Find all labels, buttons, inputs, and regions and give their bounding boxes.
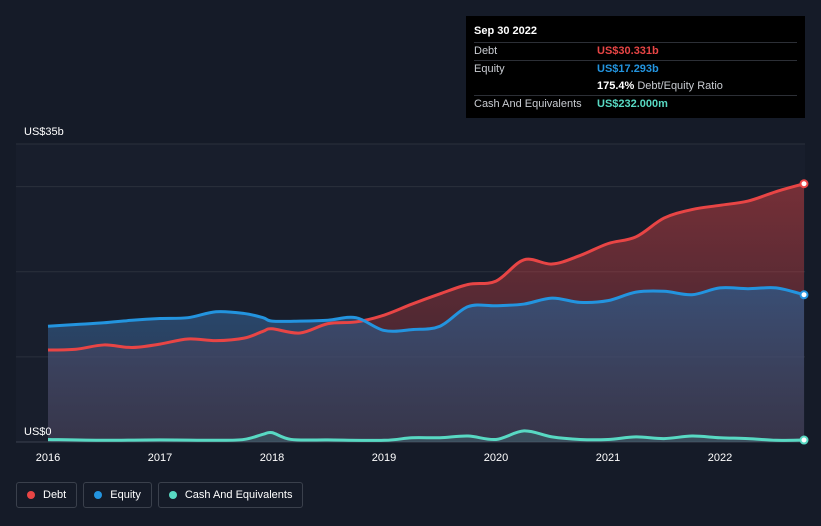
x-tick-label: 2019 [372, 452, 396, 464]
tooltip-ratio-value: 175.4% [597, 80, 635, 92]
tooltip-row-cash: Cash And Equivalents US$232.000m [474, 95, 797, 113]
x-tick-label: 2016 [36, 452, 60, 464]
legend-label-debt: Debt [43, 489, 67, 501]
tooltip-row-debt: Debt US$30.331b [474, 42, 797, 60]
debt-line [47, 182, 805, 352]
tooltip-debt-label: Debt [474, 45, 498, 57]
tooltip-cash-value: US$232.000m [597, 98, 668, 110]
equity-line [47, 286, 805, 333]
equity-last-point [799, 290, 809, 300]
legend-item-cash[interactable]: Cash And Equivalents [157, 482, 304, 508]
legend-item-equity[interactable]: Equity [83, 482, 152, 508]
tooltip-cash-label: Cash And Equivalents [474, 98, 582, 110]
legend-dot-equity-icon [94, 491, 103, 499]
chart-legend: Debt Equity Cash And Equivalents [16, 482, 304, 508]
tooltip-row-equity: Equity US$17.293b [474, 60, 797, 78]
y-axis-top-label: US$35b [24, 126, 64, 138]
cash-last-point [799, 435, 809, 445]
equity-area [48, 287, 804, 442]
x-tick-label: 2021 [596, 452, 620, 464]
legend-label-equity: Equity [110, 489, 141, 501]
y-axis-bottom-label: US$0 [24, 426, 52, 438]
tooltip-equity-label: Equity [474, 63, 505, 75]
cash-line [47, 429, 805, 442]
tooltip-ratio-label [474, 78, 597, 95]
x-tick-label: 2017 [148, 452, 172, 464]
x-tick-label: 2022 [708, 452, 732, 464]
x-tick-label: 2020 [484, 452, 508, 464]
legend-label-cash: Cash And Equivalents [184, 489, 293, 501]
legend-dot-debt-icon [27, 491, 35, 499]
chart-tooltip: Sep 30 2022 Debt US$30.331b Equity US$17… [466, 16, 805, 118]
x-tick-label: 2018 [260, 452, 284, 464]
debt-last-point [799, 179, 809, 189]
tooltip-debt-value: US$30.331b [597, 45, 659, 57]
legend-item-debt[interactable]: Debt [16, 482, 78, 508]
tooltip-ratio-caption: Debt/Equity Ratio [637, 80, 723, 92]
tooltip-row-ratio: 175.4% Debt/Equity Ratio [474, 78, 797, 95]
tooltip-equity-value: US$17.293b [597, 63, 659, 75]
tooltip-date: Sep 30 2022 [474, 25, 537, 37]
legend-dot-cash-icon [168, 491, 177, 499]
